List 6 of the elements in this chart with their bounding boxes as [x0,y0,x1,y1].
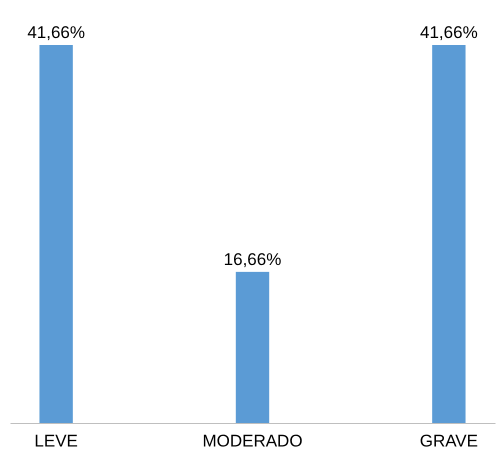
x-tick-label: MODERADO [202,432,303,450]
data-label: 16,66% [224,250,282,269]
data-label: 41,66% [27,23,85,42]
data-label: 41,66% [420,23,478,42]
x-tick-label: LEVE [34,432,78,450]
x-tick-label: GRAVE [420,432,478,450]
